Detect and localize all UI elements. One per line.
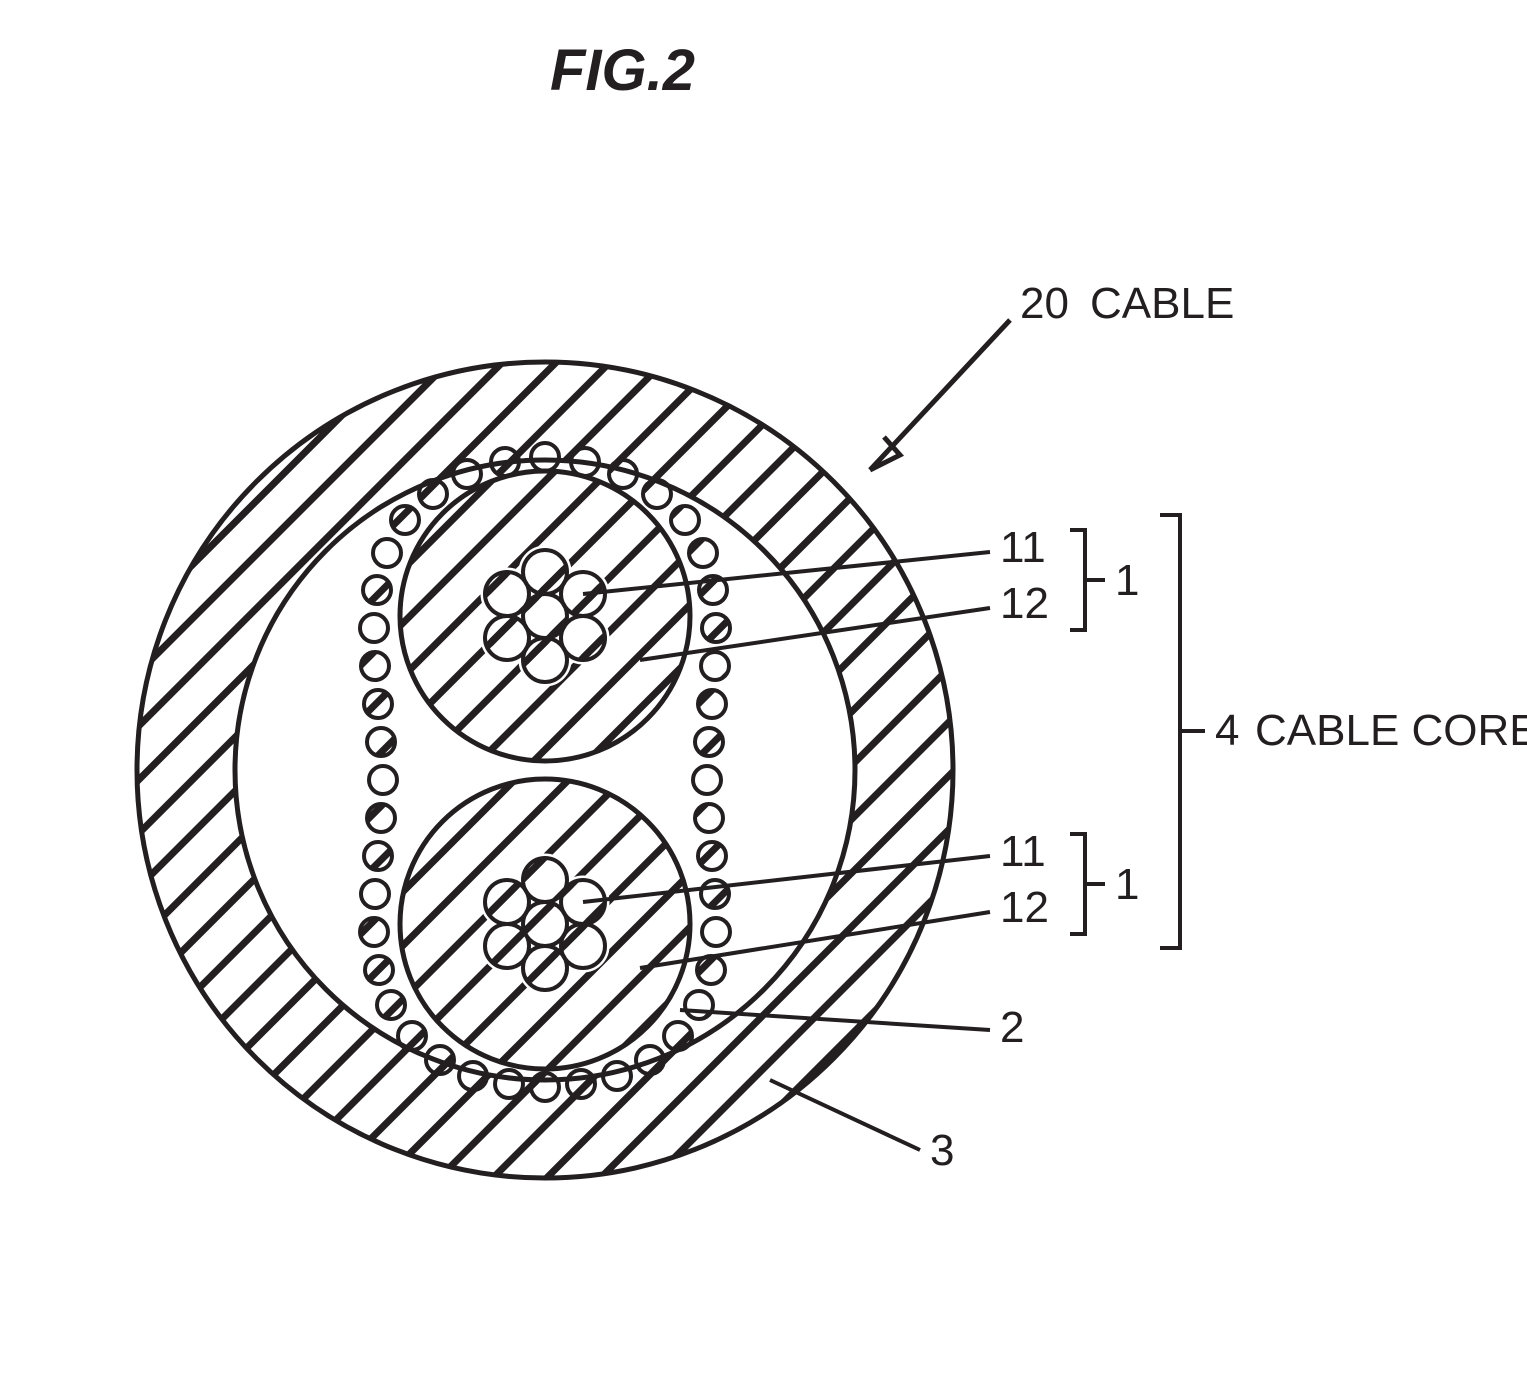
core-2 bbox=[400, 779, 690, 1069]
cable-diagram: FIG.2 20 CABLE bbox=[0, 0, 1527, 1395]
label-12-top: 12 bbox=[1000, 579, 1049, 628]
label-group1-bot: 1 bbox=[1115, 860, 1139, 909]
core-1 bbox=[400, 471, 690, 761]
label-11-top: 11 bbox=[1000, 523, 1046, 572]
label-12-bot: 12 bbox=[1000, 883, 1049, 932]
label-sheath: 3 bbox=[930, 1126, 954, 1175]
label-group1-top: 1 bbox=[1115, 556, 1139, 605]
label-cable-core-text: CABLE CORE bbox=[1255, 706, 1527, 755]
label-shield: 2 bbox=[1000, 1003, 1024, 1052]
label-cable-core-num: 4 bbox=[1215, 706, 1239, 755]
label-11-bot: 11 bbox=[1000, 827, 1046, 876]
